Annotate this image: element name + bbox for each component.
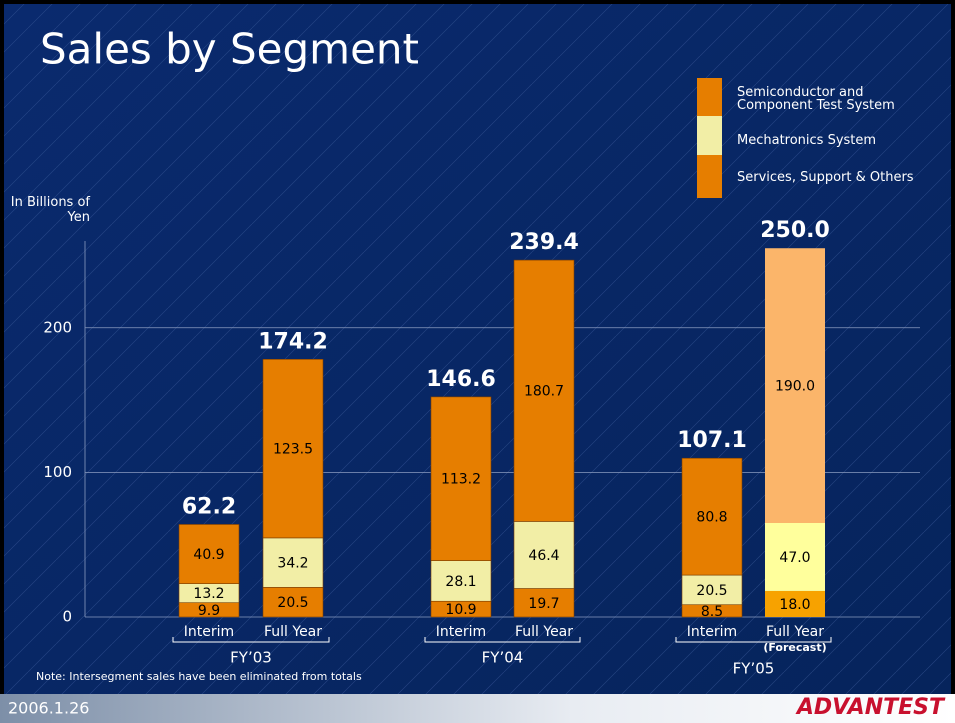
total-label: 239.4 bbox=[509, 230, 579, 255]
x-tick-label: Full Year bbox=[766, 624, 824, 640]
bar-segment bbox=[681, 457, 743, 576]
legend-swatch bbox=[697, 78, 722, 116]
group-bracket bbox=[675, 637, 832, 643]
legend-label: Semiconductor and Component Test System bbox=[737, 85, 895, 113]
bar-segment bbox=[430, 396, 492, 561]
data-label: 34.2 bbox=[277, 556, 308, 572]
data-label: 80.8 bbox=[696, 510, 727, 526]
bar-segment bbox=[513, 521, 575, 589]
group-label: FY’04 bbox=[482, 649, 524, 667]
data-label: 20.5 bbox=[696, 583, 727, 599]
data-label: 18.0 bbox=[779, 597, 810, 613]
bar-segment bbox=[262, 537, 324, 588]
data-label: 10.9 bbox=[445, 602, 476, 618]
data-label: 19.7 bbox=[528, 596, 559, 612]
y-tick-label: 0 bbox=[62, 608, 72, 626]
footer-band bbox=[0, 694, 955, 723]
bar-segment bbox=[765, 248, 825, 523]
group-bracket bbox=[172, 637, 330, 643]
legend-swatch bbox=[697, 116, 722, 155]
total-label: 174.2 bbox=[258, 329, 328, 354]
forecast-label: (Forecast) bbox=[763, 641, 826, 654]
bar-segment bbox=[765, 523, 825, 591]
x-tick-label: Interim bbox=[687, 624, 737, 640]
data-label: 190.0 bbox=[775, 379, 815, 395]
data-label: 40.9 bbox=[193, 547, 224, 563]
y-tick-label: 200 bbox=[43, 318, 72, 336]
data-label: 28.1 bbox=[445, 574, 476, 590]
bar-segment bbox=[765, 590, 825, 617]
data-label: 13.2 bbox=[193, 586, 224, 602]
group-bracket bbox=[424, 637, 581, 643]
data-label: 113.2 bbox=[441, 472, 481, 488]
y-axis-label: In Billions of Yen bbox=[10, 195, 90, 225]
bar-segment bbox=[513, 259, 575, 522]
data-label: 123.5 bbox=[273, 442, 313, 458]
bar-segment bbox=[681, 574, 743, 606]
group-label: FY’03 bbox=[230, 649, 272, 667]
bar-segment bbox=[262, 358, 324, 539]
chart-title: Sales by Segment bbox=[40, 25, 419, 74]
legend-label: Mechatronics System bbox=[737, 133, 877, 148]
data-label: 180.7 bbox=[524, 384, 564, 400]
y-tick-label: 100 bbox=[43, 463, 72, 481]
total-label: 250.0 bbox=[760, 218, 830, 243]
bar-segment bbox=[178, 524, 240, 584]
legend-label: Services, Support & Others bbox=[737, 170, 914, 185]
total-label: 146.6 bbox=[426, 367, 496, 392]
bar-segment bbox=[430, 560, 492, 602]
total-label: 62.2 bbox=[182, 494, 236, 519]
bar-segment bbox=[513, 588, 575, 618]
legend-swatch bbox=[697, 155, 722, 198]
data-label: 47.0 bbox=[779, 550, 810, 566]
group-label: FY’05 bbox=[733, 660, 775, 678]
logo: ADVANTEST bbox=[795, 695, 946, 720]
x-tick-label: Interim bbox=[436, 624, 486, 640]
x-tick-label: Interim bbox=[184, 624, 234, 640]
data-label: 8.5 bbox=[701, 604, 723, 620]
footer-date: 2006.1.26 bbox=[8, 699, 89, 718]
x-tick-label: Full Year bbox=[264, 624, 322, 640]
data-label: 20.5 bbox=[277, 595, 308, 611]
note: Note: Intersegment sales have been elimi… bbox=[36, 670, 362, 683]
data-label: 9.9 bbox=[198, 603, 220, 619]
total-label: 107.1 bbox=[677, 428, 747, 453]
data-label: 46.4 bbox=[528, 548, 559, 564]
x-tick-label: Full Year bbox=[515, 624, 573, 640]
bar-segment bbox=[262, 587, 324, 618]
